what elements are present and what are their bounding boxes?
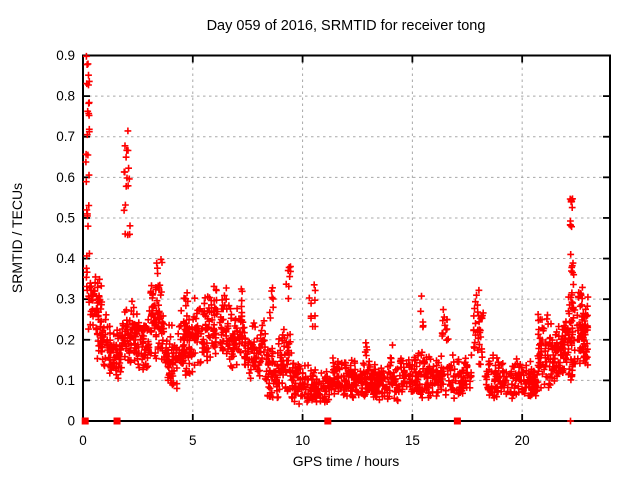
chart-title: Day 059 of 2016, SRMTID for receiver ton… xyxy=(207,18,486,34)
y-tick-label: 0.6 xyxy=(56,170,75,185)
y-tick-label: 0 xyxy=(67,414,75,429)
y-tick-label: 0.7 xyxy=(56,129,75,144)
flag-square-marker xyxy=(81,417,89,425)
x-tick-label: 15 xyxy=(405,433,420,448)
flag-square-marker xyxy=(324,417,332,425)
tick-labels: 0 0.1 0.2 0.3 0.4 0.5 0.6 0.7 0.8 0.9 0 5 10 15 20 xyxy=(56,48,529,448)
y-tick-label: 0.3 xyxy=(56,292,75,307)
x-tick-label: 0 xyxy=(79,433,87,448)
x-tick-label: 5 xyxy=(189,433,197,448)
x-axis-label: GPS time / hours xyxy=(293,453,400,469)
x-tick-label: 20 xyxy=(515,433,530,448)
y-tick-label: 0.8 xyxy=(56,89,75,104)
plot-border xyxy=(82,54,611,422)
y-tick-label: 0.2 xyxy=(56,332,75,347)
y-tick-label: 0.1 xyxy=(56,373,75,388)
y-tick-label: 0.4 xyxy=(56,251,75,266)
flag-square-marker xyxy=(113,417,121,425)
scatter-points xyxy=(82,52,592,425)
y-axis-label: SRMTID / TECUs xyxy=(9,183,25,293)
y-tick-label: 0.9 xyxy=(56,48,75,63)
flag-square-marker xyxy=(453,417,461,425)
x-tick-label: 10 xyxy=(295,433,310,448)
data-points-layer xyxy=(81,52,592,425)
y-tick-label: 0.5 xyxy=(56,210,75,225)
